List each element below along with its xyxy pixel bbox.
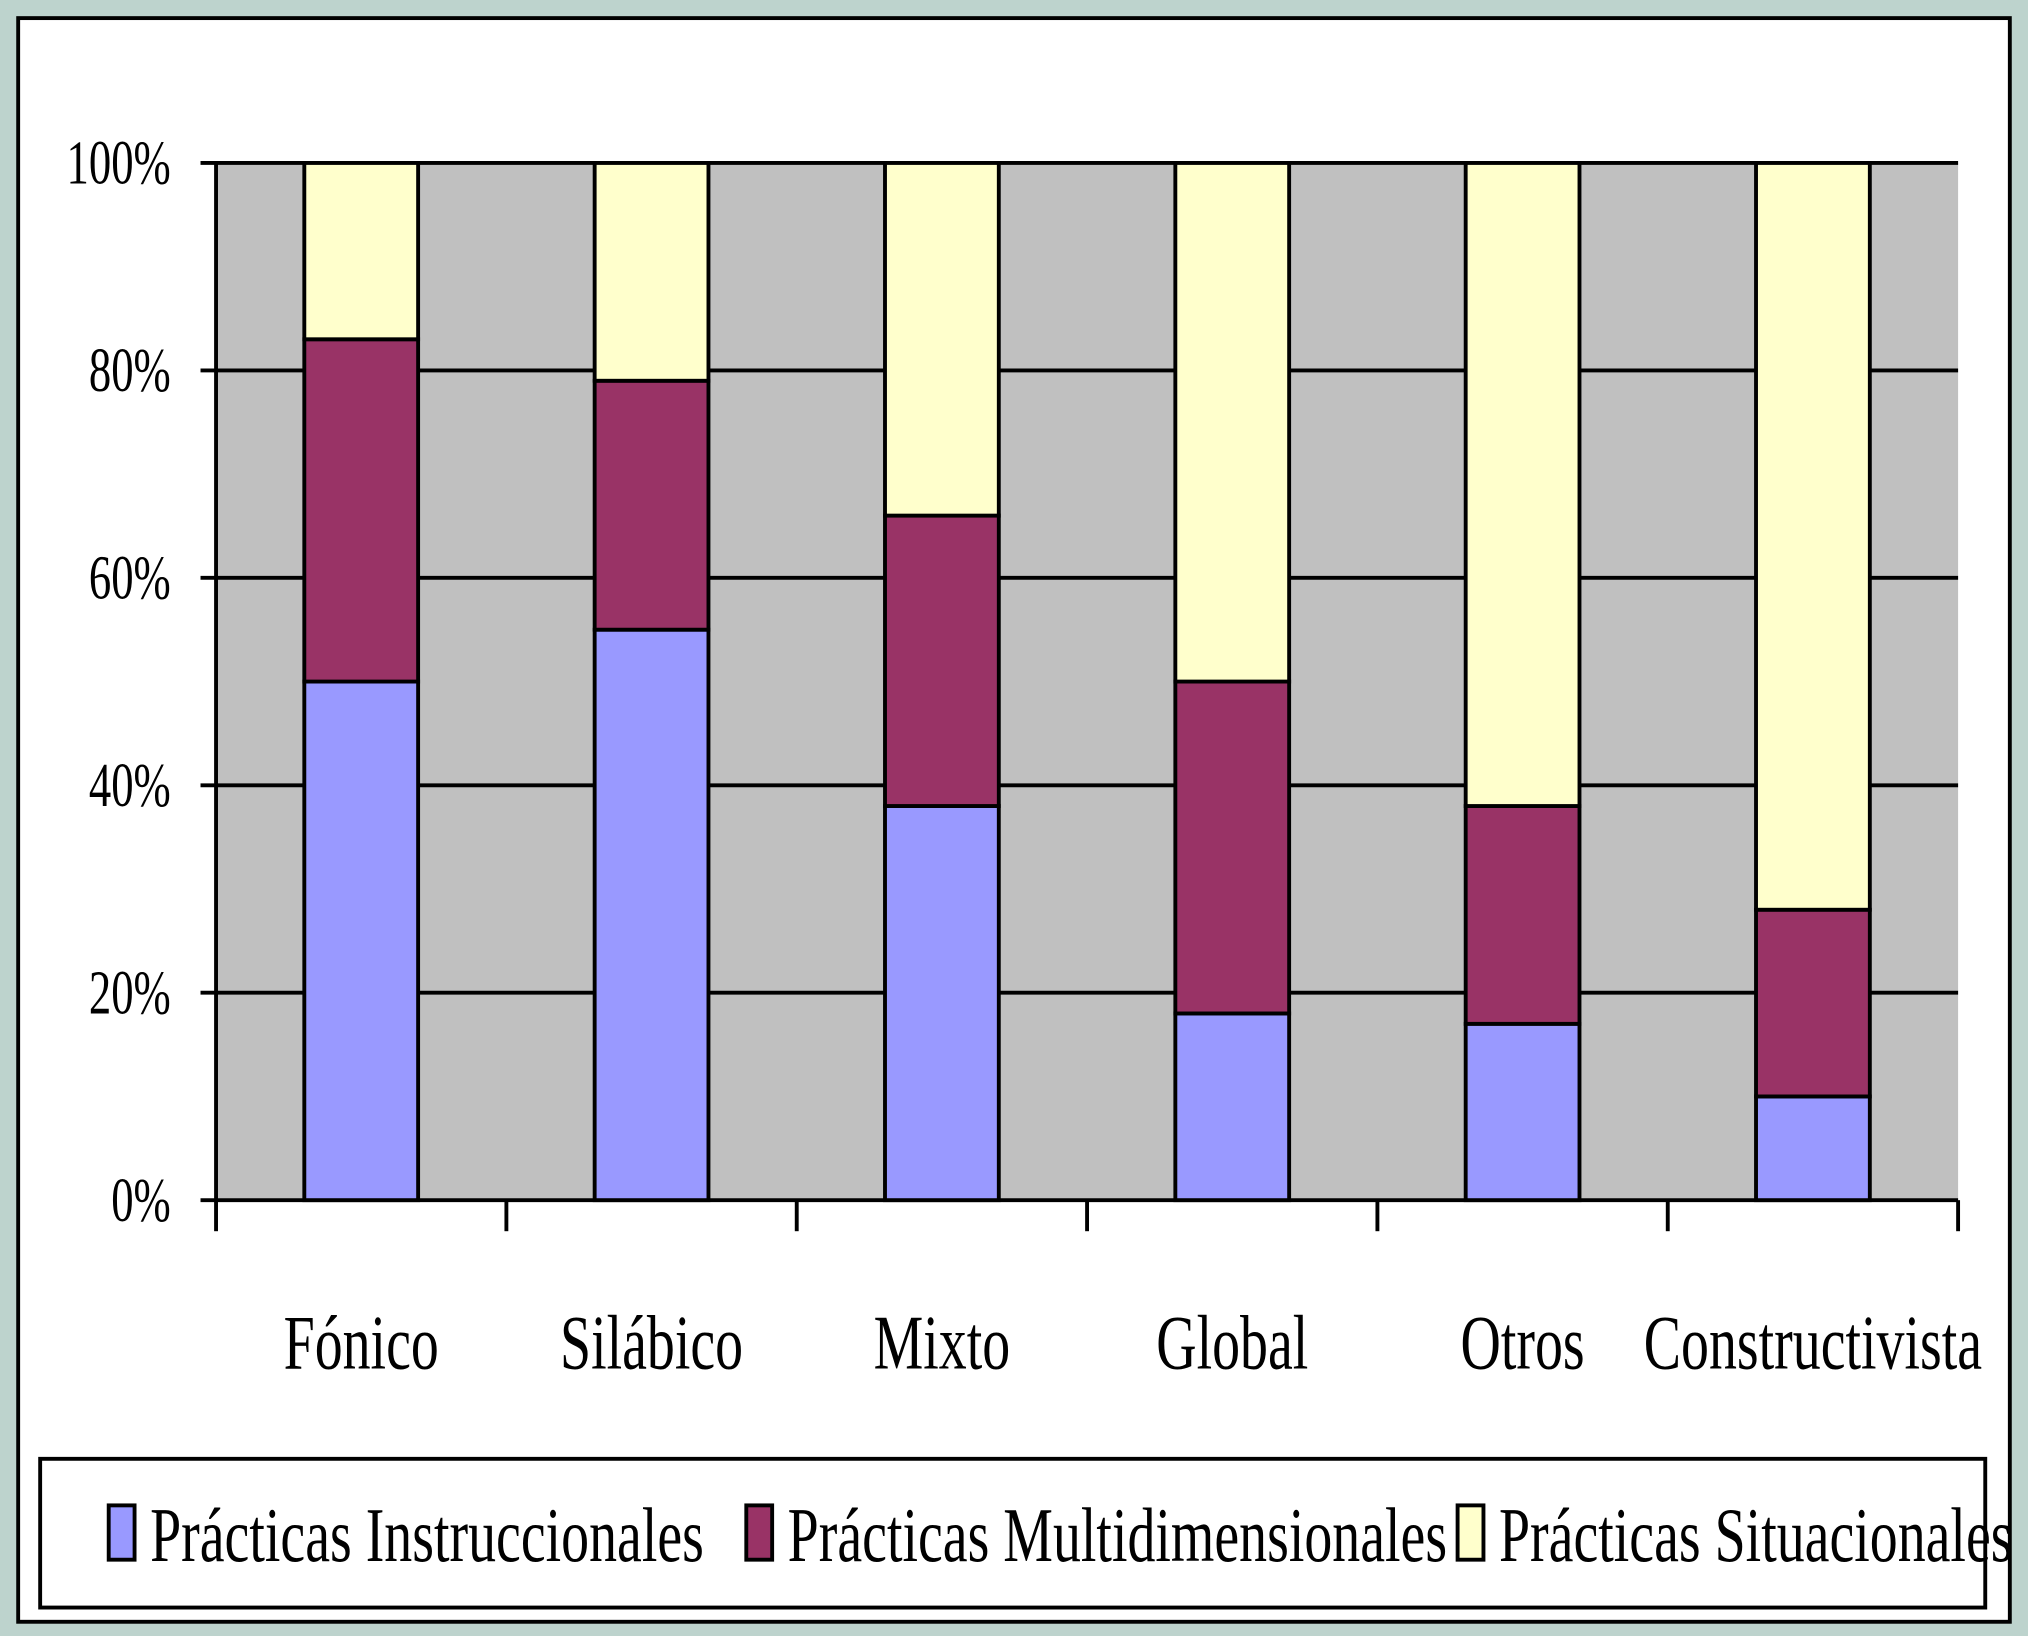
x-tick-label: Fónico	[284, 1299, 439, 1385]
bar-segment	[302, 161, 421, 342]
y-tick-label: 80%	[89, 336, 171, 405]
y-tick-label: 20%	[89, 958, 171, 1027]
legend-box	[38, 1456, 1988, 1610]
legend-swatch	[106, 1503, 137, 1562]
bar-segment	[592, 378, 711, 632]
bar-segment	[883, 804, 1001, 1203]
legend-label: Prácticas Instruccionales	[150, 1492, 704, 1578]
x-tick-label: Constructivista	[1644, 1299, 1982, 1385]
plot-area	[216, 162, 1959, 1201]
bar-segment	[302, 679, 421, 1203]
x-tick-label: Mixto	[874, 1299, 1011, 1385]
legend-swatch	[744, 1503, 775, 1562]
x-tick-label: Global	[1156, 1299, 1308, 1385]
bar-segment	[592, 161, 711, 383]
bar-segment	[1754, 907, 1872, 1099]
y-tick-label: 60%	[89, 543, 171, 612]
bar-segment	[1173, 1011, 1292, 1203]
bar-segment	[1173, 679, 1292, 1016]
bar-segment	[883, 513, 1001, 808]
y-tick-label: 100%	[67, 129, 171, 198]
bar-segment	[1463, 804, 1582, 1026]
bar-segment	[1173, 161, 1292, 684]
bar-segment	[883, 161, 1001, 518]
bar-segment	[1754, 1094, 1872, 1203]
bar-segment	[592, 627, 711, 1203]
legend-swatch	[1455, 1503, 1486, 1562]
bar-segment	[1754, 161, 1872, 912]
x-tick-label: Otros	[1461, 1299, 1585, 1385]
y-tick-label: 40%	[89, 751, 171, 820]
y-tick-label: 0%	[111, 1166, 171, 1235]
x-tick-label: Silábico	[560, 1299, 743, 1385]
bar-segment	[1463, 1021, 1582, 1203]
bar-segment	[302, 337, 421, 684]
legend-label: Prácticas Multidimensionales	[788, 1492, 1447, 1578]
bar-segment	[1463, 161, 1582, 808]
legend-label: Prácticas Situacionales	[1499, 1492, 2013, 1578]
